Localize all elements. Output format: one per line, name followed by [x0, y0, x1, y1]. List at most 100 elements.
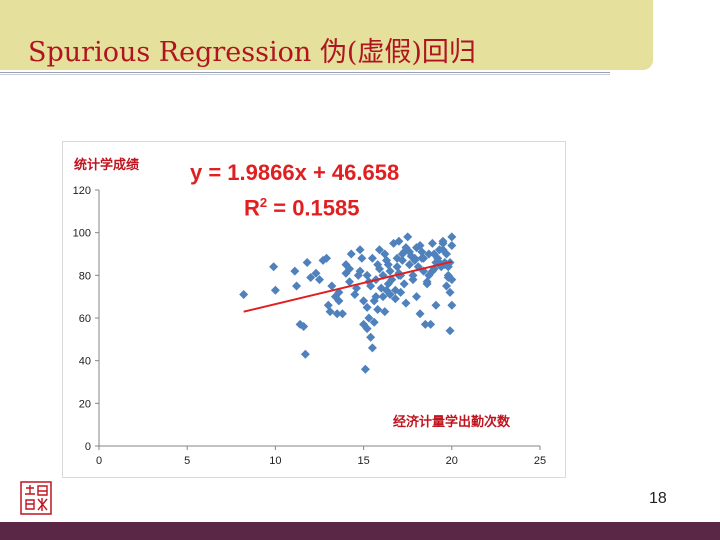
data-point: [438, 238, 448, 248]
data-point: [362, 302, 372, 312]
r-squared-symbol: R: [244, 195, 260, 221]
data-point: [422, 277, 432, 287]
y-tick-label: 40: [79, 356, 91, 368]
scatter-chart: 0 20 40 60 80 100 120 0 5 10 15 20 25: [62, 141, 566, 478]
data-point: [295, 319, 305, 329]
data-point: [404, 247, 414, 257]
data-point: [269, 262, 279, 272]
data-point: [420, 319, 430, 329]
data-point: [270, 285, 280, 295]
data-point: [447, 232, 457, 242]
data-point: [373, 304, 383, 314]
data-point: [360, 364, 370, 374]
data-point: [383, 260, 393, 270]
data-point: [447, 275, 457, 285]
data-point: [239, 290, 249, 300]
scatter-plot-svg: 0 20 40 60 80 100 120 0 5 10 15 20 25: [73, 185, 546, 467]
data-point: [392, 262, 402, 272]
x-tick-label: 15: [357, 455, 369, 467]
r-squared-superscript: 2: [259, 195, 268, 210]
data-point: [385, 290, 395, 300]
data-point: [367, 343, 377, 353]
data-point: [429, 249, 439, 259]
r-squared-value: = 0.1585: [267, 195, 360, 221]
title-divider: [0, 72, 610, 73]
data-point: [371, 292, 381, 302]
data-point: [359, 296, 369, 306]
y-tick-label: 100: [73, 228, 91, 240]
data-point: [445, 287, 455, 297]
data-point: [383, 279, 393, 289]
data-point: [366, 332, 376, 342]
data-point: [404, 260, 414, 270]
data-point: [322, 253, 332, 263]
data-point: [447, 300, 457, 310]
x-tick-label: 20: [446, 455, 458, 467]
data-point: [380, 307, 390, 317]
data-point: [426, 319, 436, 329]
data-point: [355, 245, 365, 255]
data-point: [374, 264, 384, 274]
data-point: [415, 309, 425, 319]
data-point: [410, 253, 420, 263]
data-point: [315, 275, 324, 285]
data-point: [424, 249, 434, 259]
data-point: [447, 240, 457, 250]
y-tick-label: 120: [73, 185, 91, 197]
data-point: [306, 272, 316, 282]
data-point: [445, 326, 455, 336]
data-point: [390, 285, 400, 295]
y-tick-label: 20: [79, 398, 91, 410]
data-point: [385, 266, 395, 276]
data-point: [431, 300, 441, 310]
data-point: [334, 296, 344, 306]
data-point: [332, 309, 342, 319]
data-point: [397, 255, 407, 265]
data-point: [318, 255, 328, 265]
data-point: [350, 290, 360, 300]
data-point: [417, 253, 427, 263]
data-point: [436, 262, 446, 272]
data-point: [362, 270, 372, 280]
data-point: [394, 236, 404, 246]
data-point: [403, 232, 413, 242]
data-point: [344, 277, 354, 287]
title-band: [0, 0, 653, 70]
data-point: [427, 238, 437, 248]
data-point: [346, 249, 356, 259]
y-tick-label: 0: [85, 441, 91, 453]
data-point: [344, 264, 354, 274]
data-point: [367, 253, 377, 263]
data-point: [337, 309, 347, 319]
seal-logo-icon: [20, 481, 52, 515]
data-point: [327, 281, 337, 291]
data-point: [443, 272, 453, 282]
r-squared-label: R2 = 0.1585: [244, 195, 360, 221]
data-point: [374, 245, 384, 255]
data-point: [364, 313, 374, 323]
data-point: [438, 245, 448, 255]
data-point: [396, 270, 406, 280]
data-point: [290, 266, 300, 276]
data-point: [323, 300, 333, 310]
y-tick-label: 60: [79, 313, 91, 325]
data-point: [359, 319, 369, 329]
data-point: [302, 258, 312, 268]
data-point: [419, 266, 429, 276]
data-point: [325, 307, 335, 317]
data-point: [417, 247, 427, 257]
x-tick-label: 25: [534, 455, 546, 467]
slide-title: Spurious Regression 伪(虚假)回归: [28, 37, 476, 68]
x-tick-label: 0: [96, 455, 102, 467]
data-point: [401, 298, 411, 308]
data-point: [408, 275, 418, 285]
data-point: [353, 270, 363, 280]
x-axis-label: 经济计量学出勤次数: [393, 415, 511, 430]
data-point: [442, 281, 452, 291]
regression-equation: y = 1.9866x + 46.658: [190, 160, 400, 185]
y-tick-label: 80: [79, 270, 91, 282]
data-point: [415, 240, 425, 250]
data-point: [412, 292, 422, 302]
trendline: [243, 260, 453, 313]
data-point: [399, 279, 409, 289]
